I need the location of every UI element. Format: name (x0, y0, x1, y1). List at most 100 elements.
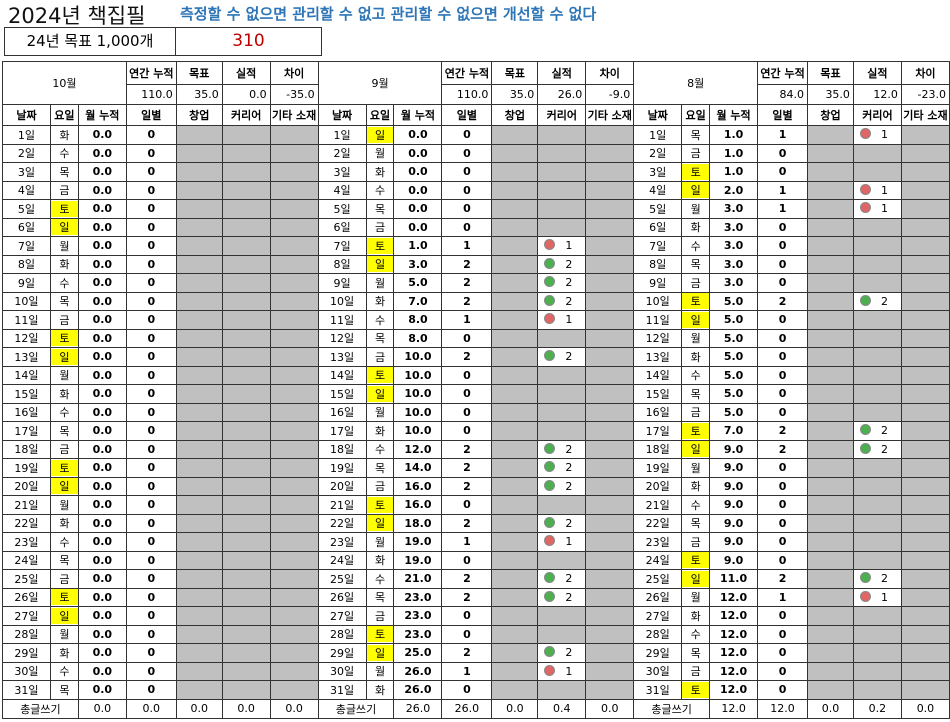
career-cell[interactable]: 1 (852, 587, 902, 607)
startup-cell[interactable] (175, 273, 223, 293)
career-cell[interactable] (221, 402, 271, 422)
other-material-cell[interactable] (900, 180, 950, 200)
weekday-cell[interactable]: 일 (365, 643, 395, 663)
career-cell[interactable] (221, 162, 271, 182)
date-cell[interactable]: 2일 (633, 143, 683, 163)
weekday-cell[interactable]: 금 (681, 661, 711, 681)
daily-count-cell[interactable]: 1 (757, 125, 809, 145)
date-cell[interactable]: 7일 (633, 236, 683, 256)
date-cell[interactable]: 9일 (2, 273, 51, 293)
career-cell[interactable] (852, 661, 902, 681)
startup-cell[interactable] (807, 439, 854, 459)
startup-cell[interactable] (807, 402, 854, 422)
career-cell[interactable] (537, 402, 587, 422)
date-cell[interactable]: 30일 (2, 661, 51, 681)
other-material-cell[interactable] (585, 199, 635, 219)
daily-count-cell[interactable]: 2 (441, 347, 493, 367)
career-cell[interactable]: 1 (537, 310, 587, 330)
date-cell[interactable]: 5일 (2, 199, 51, 219)
total-value[interactable]: 12.0 (709, 698, 759, 719)
startup-cell[interactable] (491, 606, 539, 626)
daily-count-cell[interactable]: 0 (125, 476, 177, 496)
weekday-cell[interactable]: 목 (681, 384, 711, 404)
career-cell[interactable]: 2 (852, 439, 902, 459)
summary-label[interactable]: 실적 (221, 61, 271, 85)
weekday-cell[interactable]: 일 (49, 217, 79, 237)
other-material-cell[interactable] (585, 421, 635, 441)
daily-count-cell[interactable]: 0 (441, 217, 493, 237)
date-cell[interactable]: 7일 (317, 236, 367, 256)
monthly-cumulative-cell[interactable]: 0.0 (77, 143, 127, 163)
date-cell[interactable]: 12일 (2, 328, 51, 348)
goal-label[interactable]: 24년 목표 1,000개 (5, 28, 176, 55)
startup-cell[interactable] (807, 236, 854, 256)
weekday-cell[interactable]: 토 (365, 624, 395, 644)
total-value[interactable]: 0.0 (491, 698, 539, 719)
other-material-cell[interactable] (269, 402, 319, 422)
career-cell[interactable]: 2 (537, 476, 587, 496)
daily-count-cell[interactable]: 0 (757, 513, 809, 533)
other-material-cell[interactable] (900, 254, 950, 274)
daily-count-cell[interactable]: 0 (757, 643, 809, 663)
startup-cell[interactable] (175, 606, 223, 626)
weekday-cell[interactable]: 목 (49, 680, 79, 700)
weekday-cell[interactable]: 토 (365, 365, 395, 385)
date-cell[interactable]: 30일 (633, 661, 683, 681)
career-cell[interactable] (852, 236, 902, 256)
other-material-cell[interactable] (900, 624, 950, 644)
date-cell[interactable]: 17일 (317, 421, 367, 441)
month-title[interactable]: 10월 (2, 61, 127, 105)
column-header[interactable]: 월 누적 (77, 104, 127, 126)
startup-cell[interactable] (175, 291, 223, 311)
monthly-cumulative-cell[interactable]: 12.0 (709, 661, 759, 681)
other-material-cell[interactable] (585, 328, 635, 348)
startup-cell[interactable] (491, 365, 539, 385)
daily-count-cell[interactable]: 2 (441, 273, 493, 293)
monthly-cumulative-cell[interactable]: 0.0 (77, 125, 127, 145)
column-header[interactable]: 일별 (125, 104, 177, 126)
startup-cell[interactable] (491, 328, 539, 348)
startup-cell[interactable] (807, 643, 854, 663)
daily-count-cell[interactable]: 2 (441, 476, 493, 496)
weekday-cell[interactable]: 일 (49, 606, 79, 626)
monthly-cumulative-cell[interactable]: 0.0 (77, 421, 127, 441)
monthly-cumulative-cell[interactable]: 10.0 (393, 365, 443, 385)
daily-count-cell[interactable]: 0 (125, 254, 177, 274)
date-cell[interactable]: 19일 (317, 458, 367, 478)
total-value[interactable]: 0.0 (807, 698, 854, 719)
career-cell[interactable] (221, 217, 271, 237)
date-cell[interactable]: 3일 (317, 162, 367, 182)
monthly-cumulative-cell[interactable]: 5.0 (709, 328, 759, 348)
date-cell[interactable]: 6일 (633, 217, 683, 237)
other-material-cell[interactable] (585, 532, 635, 552)
daily-count-cell[interactable]: 0 (757, 661, 809, 681)
monthly-cumulative-cell[interactable]: 9.0 (709, 513, 759, 533)
career-cell[interactable] (221, 199, 271, 219)
career-cell[interactable] (221, 310, 271, 330)
date-cell[interactable]: 17일 (2, 421, 51, 441)
other-material-cell[interactable] (585, 273, 635, 293)
daily-count-cell[interactable]: 0 (757, 532, 809, 552)
column-header[interactable]: 요일 (681, 104, 711, 126)
career-cell[interactable]: 2 (537, 513, 587, 533)
date-cell[interactable]: 5일 (317, 199, 367, 219)
summary-value[interactable]: 26.0 (537, 84, 587, 105)
date-cell[interactable]: 8일 (633, 254, 683, 274)
other-material-cell[interactable] (585, 661, 635, 681)
monthly-cumulative-cell[interactable]: 0.0 (393, 199, 443, 219)
monthly-cumulative-cell[interactable]: 9.0 (709, 476, 759, 496)
daily-count-cell[interactable]: 0 (757, 143, 809, 163)
other-material-cell[interactable] (269, 143, 319, 163)
date-cell[interactable]: 16일 (317, 402, 367, 422)
startup-cell[interactable] (491, 236, 539, 256)
other-material-cell[interactable] (269, 421, 319, 441)
date-cell[interactable]: 2일 (317, 143, 367, 163)
startup-cell[interactable] (491, 384, 539, 404)
career-cell[interactable]: 2 (537, 458, 587, 478)
weekday-cell[interactable]: 금 (681, 273, 711, 293)
daily-count-cell[interactable]: 1 (441, 310, 493, 330)
other-material-cell[interactable] (900, 310, 950, 330)
daily-count-cell[interactable]: 1 (757, 180, 809, 200)
daily-count-cell[interactable]: 0 (125, 680, 177, 700)
startup-cell[interactable] (807, 661, 854, 681)
